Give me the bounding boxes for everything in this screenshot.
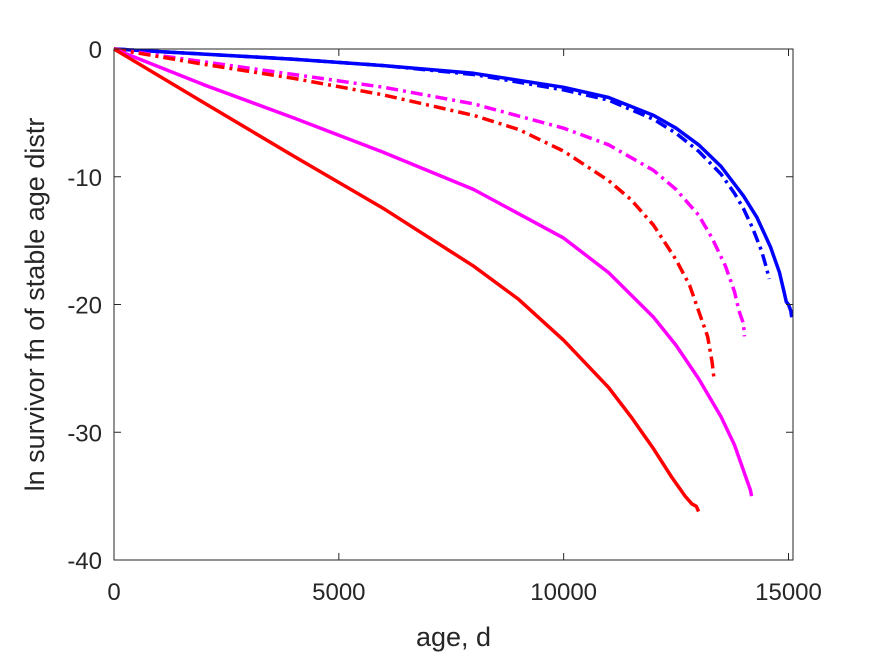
series-line-3 [113, 47, 747, 337]
y-axis-label: ln survivor fn of stable age distr [20, 118, 50, 492]
y-tick-label: -30 [67, 420, 102, 447]
ticks-layer: 0 5000 10000 15000 0 -10 -20 -30 -40 [67, 37, 822, 606]
series-line-6 [113, 47, 701, 513]
series-layer [113, 47, 794, 513]
x-axis-label: age, d [416, 622, 491, 652]
series-line-2 [113, 47, 771, 280]
y-tick-label: 0 [89, 37, 102, 64]
x-tick-label: 5000 [312, 579, 365, 606]
plot-area [114, 49, 793, 560]
x-tick-label: 0 [107, 579, 120, 606]
y-tick-label: -20 [67, 293, 102, 320]
y-tick-label: -40 [67, 548, 102, 575]
y-tick-label: -10 [67, 165, 102, 192]
series-line-4 [113, 47, 717, 382]
x-tick-label: 10000 [530, 579, 597, 606]
x-tick-label: 15000 [755, 579, 822, 606]
series-line-5 [113, 47, 754, 497]
